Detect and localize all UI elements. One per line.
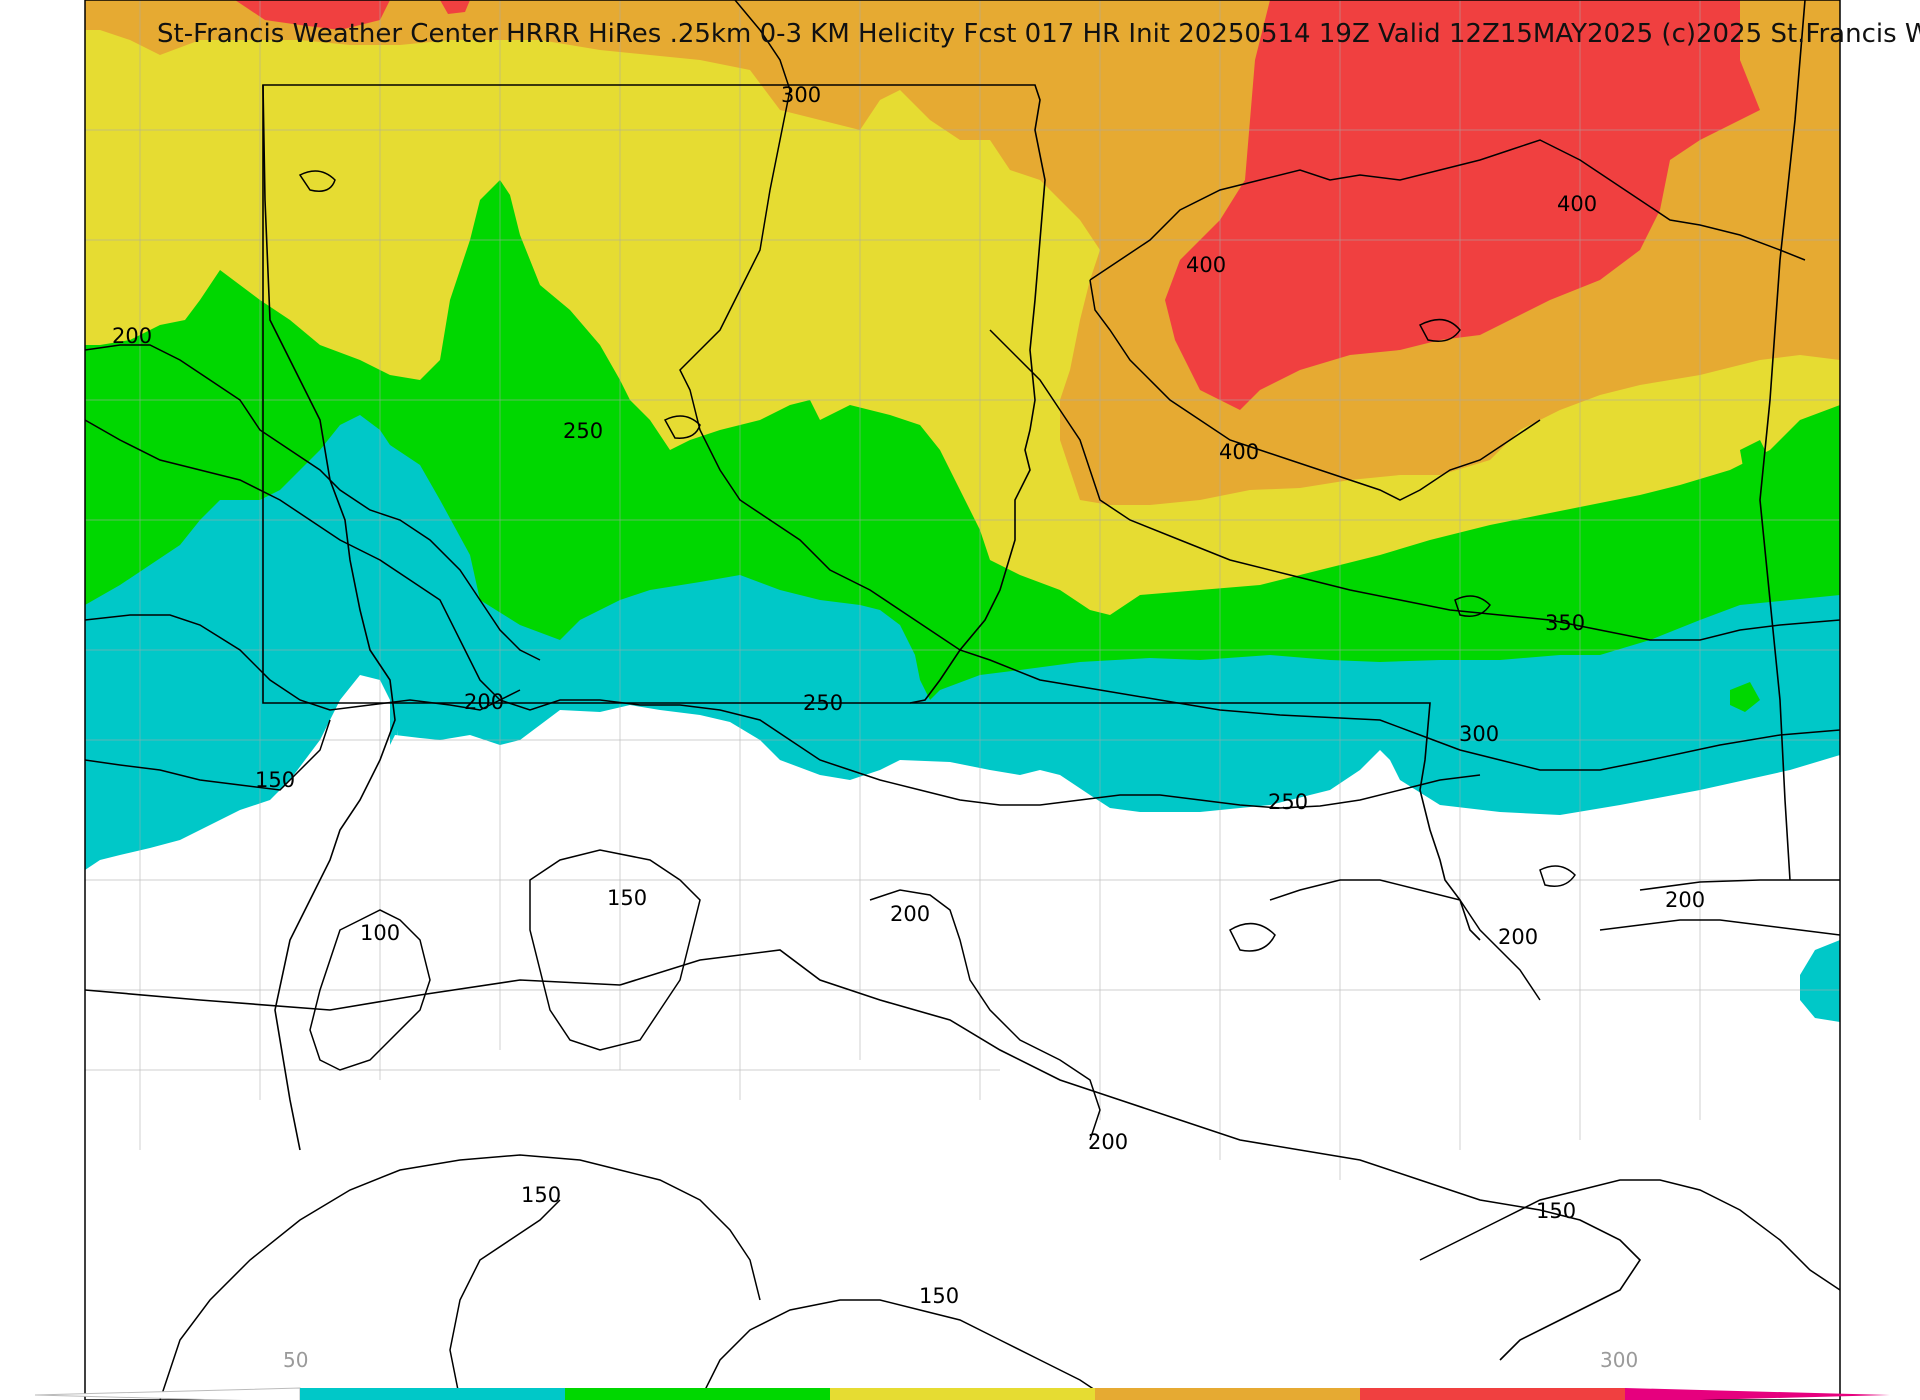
band-below-150-hole-west — [340, 730, 398, 840]
band-350-400 — [1165, 0, 1760, 410]
colorbar-max-label: 300 — [1600, 1348, 1638, 1372]
contour-label: 250 — [563, 419, 603, 443]
contour-label: 400 — [1186, 253, 1226, 277]
contour-label: 300 — [781, 83, 821, 107]
colorbar: 50 300 — [34, 1348, 1890, 1400]
contour-label: 150 — [1536, 1199, 1576, 1223]
contour-label: 300 — [1459, 722, 1499, 746]
colorbar-min-label: 50 — [283, 1348, 308, 1372]
contour-label: 400 — [1557, 192, 1597, 216]
contour-label: 200 — [1088, 1130, 1128, 1154]
contour-label: 200 — [464, 690, 504, 714]
map-title: St-Francis Weather Center HRRR HiRes .25… — [157, 19, 1920, 49]
contour-label: 200 — [1498, 925, 1538, 949]
contour-label: 350 — [1545, 611, 1585, 635]
contour-label: 200 — [1665, 888, 1705, 912]
band-200-patch-east2 — [1730, 682, 1760, 712]
band-150-patch-east — [1800, 940, 1840, 1022]
colorbar-segment — [565, 1388, 830, 1400]
map-border — [84, 0, 1841, 1400]
contour-label: 150 — [521, 1183, 561, 1207]
contour-label: 150 — [607, 886, 647, 910]
contour-label: 100 — [360, 921, 400, 945]
band-350-patch-nw — [235, 0, 390, 30]
colorbar-segment — [830, 1388, 1095, 1400]
county-lines — [85, 0, 1840, 1180]
contour-label: 200 — [890, 902, 930, 926]
colorbar-segment — [300, 1388, 565, 1400]
state-boundaries — [85, 0, 1840, 1361]
colorbar-overflow-triangle — [1625, 1388, 1890, 1400]
contour-labels: 300 200 250 400 400 400 350 200 250 300 … — [112, 83, 1705, 1308]
helicity-contours — [85, 0, 1840, 1400]
contour-label: 150 — [919, 1284, 959, 1308]
contour-label: 200 — [112, 324, 152, 348]
contour-label: 150 — [255, 768, 295, 792]
colorbar-segment — [1360, 1388, 1625, 1400]
contour-label: 250 — [803, 691, 843, 715]
contour-label: 400 — [1219, 440, 1259, 464]
band-350-patch-n — [440, 0, 470, 14]
contour-label: 250 — [1268, 790, 1308, 814]
colorbar-segment — [1095, 1388, 1360, 1400]
